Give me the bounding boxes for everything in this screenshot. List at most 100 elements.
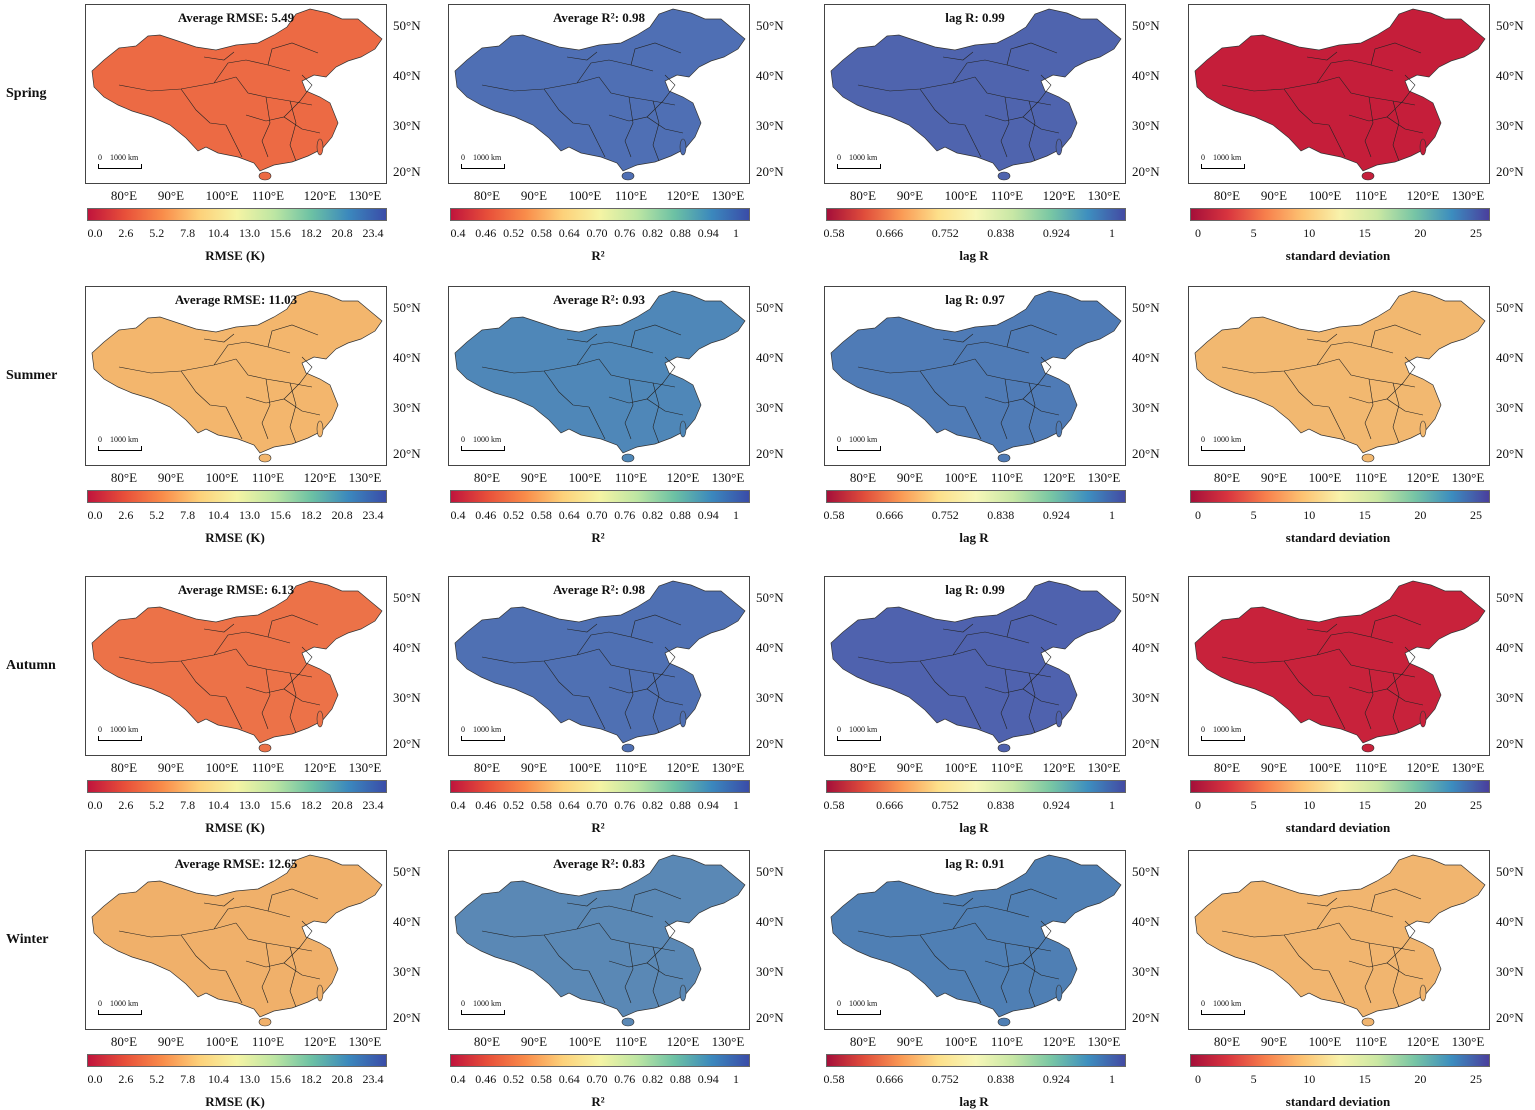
longitude-label: 90°E <box>1260 470 1288 485</box>
scale-bar-label: 1000 km <box>849 435 878 444</box>
province-border <box>1022 646 1052 690</box>
province-border <box>1328 696 1346 730</box>
longitude-label: 110°E <box>251 1034 285 1049</box>
map-frame: 0 1000 km <box>1188 850 1490 1030</box>
longitude-label: 130°E <box>711 760 745 775</box>
latitude-label: 20°N <box>756 1010 784 1025</box>
colorbar-tick-label: 1 <box>733 226 739 240</box>
province-border <box>1316 341 1394 366</box>
colorbar-title: R² <box>591 248 605 263</box>
colorbar-tick-label: 1 <box>733 508 739 522</box>
longitude-label: 130°E <box>711 470 745 485</box>
colorbar <box>826 208 1126 221</box>
scale-bar-line <box>1201 446 1245 451</box>
latitude-label: 50°N <box>393 864 421 879</box>
longitude-label: 130°E <box>711 1034 745 1049</box>
province-border <box>566 623 598 633</box>
colorbar-tick-label: 0.58 <box>823 1072 845 1086</box>
colorbar-tick-label: 15.6 <box>269 798 291 812</box>
longitude-label: 90°E <box>157 760 185 775</box>
colorbar-tick-label: 0 <box>1195 226 1201 240</box>
province-border <box>630 324 682 348</box>
latitude-label: 20°N <box>1496 736 1524 751</box>
colorbar-tick-label: 0.666 <box>876 226 904 240</box>
colorbar-tick-label: 0.0 <box>87 226 103 240</box>
colorbar-tick-label: 0.666 <box>876 798 904 812</box>
province-border <box>1328 406 1346 440</box>
scale-bar-zero: 0 <box>837 725 841 734</box>
scale-bar: 0 1000 km <box>461 153 505 169</box>
longitude-label: 110°E <box>251 188 285 203</box>
taiwan-island <box>1419 984 1427 1002</box>
province-border <box>630 888 682 912</box>
colorbar-tick-label: 0.924 <box>1042 798 1070 812</box>
longitude-label: 120°E <box>1406 188 1440 203</box>
colorbar-tick-label: 0.64 <box>558 508 580 522</box>
colorbar-tick-label: 5 <box>1250 798 1257 812</box>
colorbar-tick-label: 15 <box>1358 798 1371 812</box>
china-map <box>830 8 1122 181</box>
scale-bar-label: 1000 km <box>849 999 878 1008</box>
colorbar-tick-label: 0.52 <box>503 798 525 812</box>
province-border <box>267 888 319 912</box>
colorbar-tick-label: 0.58 <box>823 798 845 812</box>
colorbar-tick-label: 0.82 <box>642 798 664 812</box>
colorbar-tick-label: 0.838 <box>987 1072 1015 1086</box>
colorbar-tick-label: 10 <box>1303 508 1316 522</box>
province-border <box>180 370 227 408</box>
province-border <box>180 934 227 972</box>
scale-bar: 0 1000 km <box>1201 435 1245 451</box>
province-border <box>1370 888 1422 912</box>
scale-bar-line <box>461 446 505 451</box>
province-border <box>543 660 590 698</box>
china-map <box>454 290 746 463</box>
province-border <box>919 88 966 126</box>
colorbar <box>1190 490 1490 503</box>
province-border <box>1028 946 1036 1008</box>
colorbar-tick-label: 0.46 <box>475 508 497 522</box>
latitude-label: 50°N <box>1496 590 1524 605</box>
scale-bar-zero: 0 <box>98 725 102 734</box>
longitude-label: 120°E <box>303 188 337 203</box>
hainan-island <box>997 743 1011 753</box>
scale-bar-line <box>98 1010 142 1015</box>
china-map <box>1194 580 1486 753</box>
latitude-label: 50°N <box>393 300 421 315</box>
latitude-label: 30°N <box>1132 964 1160 979</box>
province-border <box>1386 74 1416 118</box>
scale-bar-line <box>461 1010 505 1015</box>
longitude-label: 90°E <box>157 1034 185 1049</box>
season-label: Autumn <box>6 658 56 673</box>
longitude-label: 110°E <box>1354 760 1388 775</box>
taiwan-island <box>679 710 687 728</box>
province-border <box>1364 942 1374 1004</box>
province-border <box>1000 942 1010 1004</box>
longitude-label: 110°E <box>614 470 648 485</box>
province-border <box>576 59 654 84</box>
scale-bar-label: 1000 km <box>110 725 139 734</box>
colorbar-tick-label: 20.8 <box>331 226 353 240</box>
hainan-island <box>1361 171 1375 181</box>
colorbar-tick-label: 0.94 <box>697 1072 719 1086</box>
colorbar <box>87 208 387 221</box>
province-border <box>588 406 606 440</box>
longitude-label: 90°E <box>520 470 548 485</box>
average-stat-label: lag R: 0.97 <box>945 292 1005 307</box>
china-map <box>91 580 383 753</box>
scale-bar-label: 1000 km <box>1213 435 1242 444</box>
scale-bar: 0 1000 km <box>1201 153 1245 169</box>
latitude-label: 50°N <box>393 18 421 33</box>
province-border <box>630 614 682 638</box>
province-border <box>964 124 982 158</box>
scale-bar-label: 1000 km <box>1213 725 1242 734</box>
colorbar-title: standard deviation <box>1285 1094 1391 1109</box>
colorbar-tick-label: 0.838 <box>987 798 1015 812</box>
china-map <box>91 854 383 1027</box>
colorbar-tick-label: 13.0 <box>238 508 260 522</box>
latitude-label: 40°N <box>393 350 421 365</box>
longitude-label: 100°E <box>1308 470 1342 485</box>
province-border <box>646 356 676 400</box>
longitude-label: 130°E <box>1087 760 1121 775</box>
latitude-label: 40°N <box>393 68 421 83</box>
province-border <box>225 406 243 440</box>
